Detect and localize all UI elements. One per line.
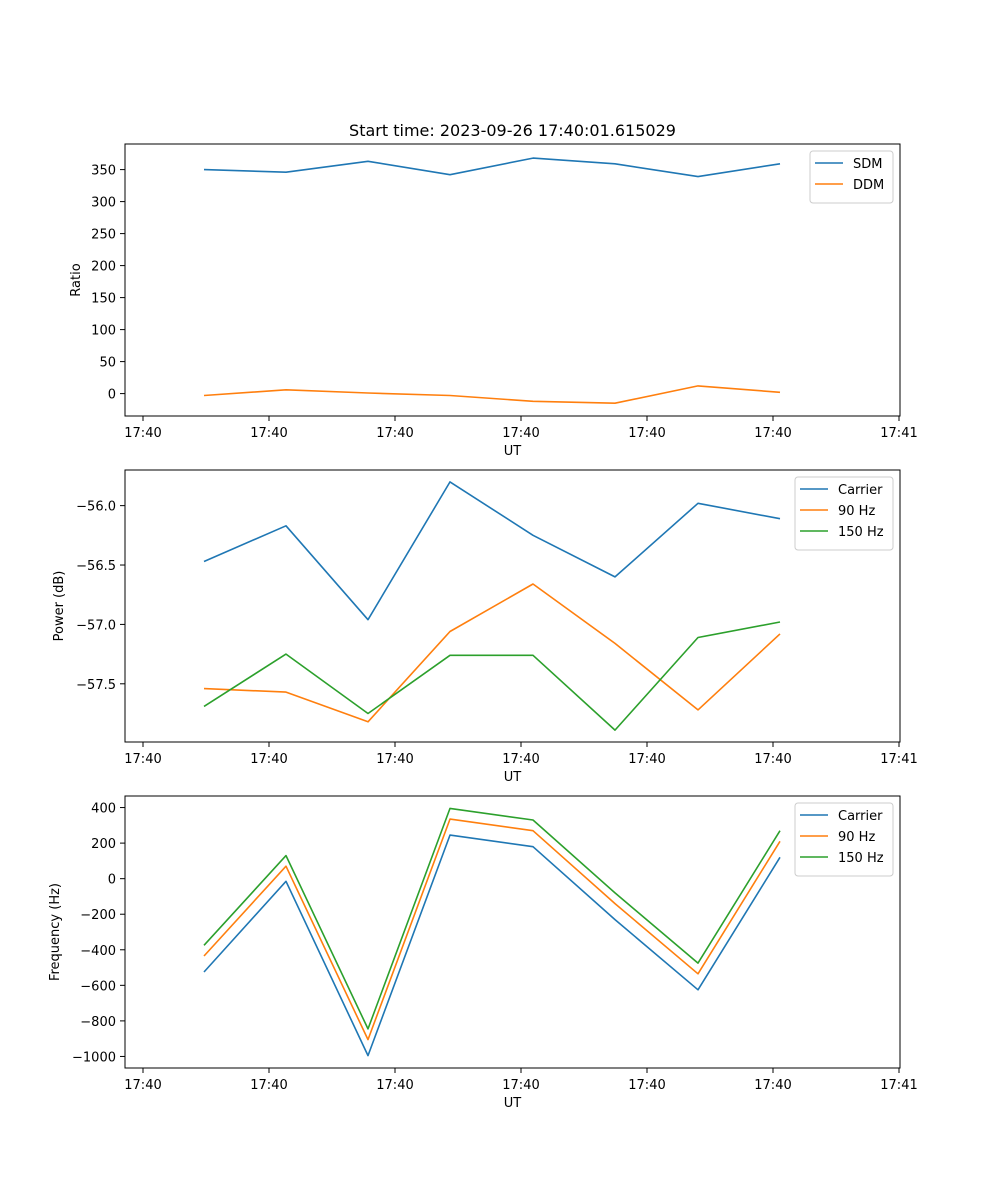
y-tick-label: −800 — [80, 1015, 116, 1030]
legend-entry: 90 Hz — [838, 504, 875, 519]
x-axis-label: UT — [504, 770, 522, 785]
y-tick-label: 300 — [91, 196, 116, 211]
plot-frame — [124, 469, 901, 743]
x-tick-label: 17:40 — [754, 752, 791, 767]
x-tick-label: 17:40 — [124, 1078, 161, 1093]
legend-entry: SDM — [853, 157, 882, 172]
y-tick-label: −56.0 — [76, 500, 116, 515]
x-tick-label: 17:40 — [376, 1078, 413, 1093]
x-tick-label: 17:40 — [754, 1078, 791, 1093]
y-tick-label: −400 — [80, 944, 116, 959]
legend-entry: Carrier — [838, 483, 883, 498]
y-tick-label: −1000 — [72, 1050, 116, 1065]
x-axis-label: UT — [504, 444, 522, 459]
x-tick-label: 17:40 — [124, 426, 161, 441]
series-line-90-hz — [203, 818, 781, 1041]
series-line-sdm — [203, 157, 781, 178]
legend-entry: 150 Hz — [838, 851, 884, 866]
x-tick-label: 17:40 — [376, 426, 413, 441]
x-tick-label: 17:41 — [880, 752, 917, 767]
x-tick-label: 17:40 — [502, 752, 539, 767]
x-tick-label: 17:40 — [502, 1078, 539, 1093]
panel-1: Start time: 2023-09-26 17:40:01.615029 17… — [69, 121, 918, 459]
y-tick-label: −600 — [80, 979, 116, 994]
plot-frame — [124, 143, 901, 417]
x-tick-label: 17:40 — [628, 1078, 665, 1093]
y-axis-label: Power (dB) — [52, 571, 67, 642]
series-line-ddm — [203, 385, 781, 405]
x-axis-label: UT — [504, 1096, 522, 1111]
plot-frame — [124, 795, 901, 1069]
y-tick-label: −57.0 — [76, 618, 116, 633]
x-tick-label: 17:40 — [376, 752, 413, 767]
legend-box — [809, 150, 894, 204]
y-tick-label: 350 — [91, 164, 116, 179]
y-tick-label: 200 — [91, 260, 116, 275]
panel-2: 17:40 17:40 17:40 17:40 17:40 17:40 17:41 UT −57… — [52, 469, 918, 785]
series-line-carrier — [203, 834, 781, 1057]
y-tick-label: −56.5 — [76, 559, 116, 574]
x-tick-label: 17:40 — [250, 426, 287, 441]
y-tick-label: 400 — [91, 802, 116, 817]
legend: Carrier 90 Hz 150 Hz — [794, 476, 894, 551]
legend: SDM DDM — [809, 150, 894, 204]
y-tick-label: −200 — [80, 908, 116, 923]
y-tick-label: 50 — [99, 356, 116, 371]
x-tick-label: 17:40 — [628, 752, 665, 767]
y-tick-label: 250 — [91, 228, 116, 243]
y-tick-label: −57.5 — [76, 678, 116, 693]
y-axis-label: Frequency (Hz) — [48, 883, 63, 981]
legend-entry: 90 Hz — [838, 830, 875, 845]
y-tick-label: 200 — [91, 837, 116, 852]
x-tick-label: 17:41 — [880, 426, 917, 441]
y-tick-label: 0 — [108, 388, 116, 403]
x-tick-label: 17:41 — [880, 1078, 917, 1093]
legend-entry: Carrier — [838, 809, 883, 824]
y-tick-label: 0 — [108, 873, 116, 888]
series-line-carrier — [203, 481, 781, 621]
x-tick-label: 17:40 — [250, 752, 287, 767]
y-tick-label: 150 — [91, 292, 116, 307]
series-line-150-hz — [203, 807, 781, 1030]
x-tick-label: 17:40 — [124, 752, 161, 767]
y-tick-label: 100 — [91, 324, 116, 339]
legend: Carrier 90 Hz 150 Hz — [794, 802, 894, 877]
series-line-150-hz — [203, 621, 781, 731]
chart-title: Start time: 2023-09-26 17:40:01.615029 — [349, 121, 676, 140]
x-tick-label: 17:40 — [754, 426, 791, 441]
legend-entry: DDM — [853, 178, 884, 193]
x-tick-label: 17:40 — [628, 426, 665, 441]
y-axis-label: Ratio — [69, 263, 84, 296]
series-line-90-hz — [203, 583, 781, 723]
legend-entry: 150 Hz — [838, 525, 884, 540]
x-tick-label: 17:40 — [250, 1078, 287, 1093]
panel-3: 17:40 17:40 17:40 17:40 17:40 17:40 17:41 UT −10… — [48, 795, 918, 1111]
x-tick-label: 17:40 — [502, 426, 539, 441]
